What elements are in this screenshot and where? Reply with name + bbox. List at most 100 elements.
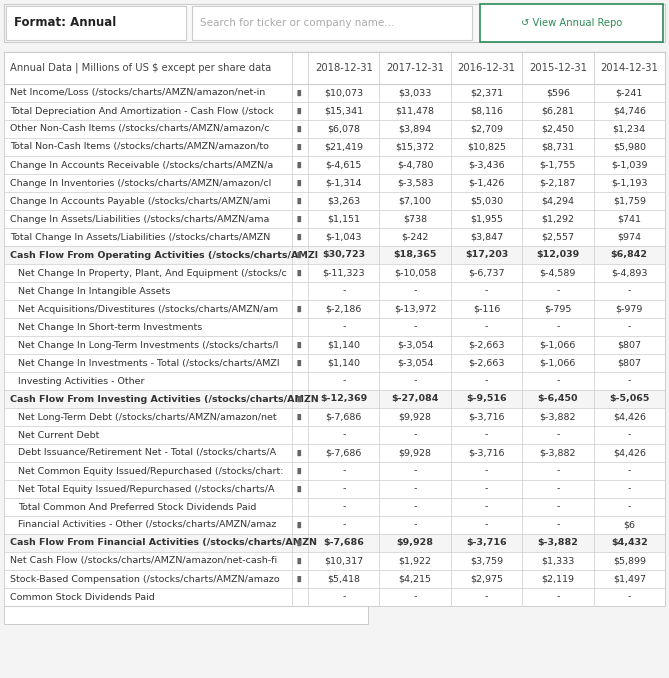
Text: $738: $738 [403, 214, 427, 224]
Text: Total Change In Assets/Liabilities (/stocks/charts/AMZN: Total Change In Assets/Liabilities (/sto… [10, 233, 270, 241]
Text: $6: $6 [624, 521, 636, 530]
Text: ▐▌: ▐▌ [295, 396, 304, 402]
Text: ▐▌: ▐▌ [295, 108, 304, 114]
Text: -: - [342, 431, 345, 439]
Text: $4,426: $4,426 [613, 412, 646, 422]
Text: $1,759: $1,759 [613, 197, 646, 205]
Text: $2,709: $2,709 [470, 125, 503, 134]
Text: -: - [485, 323, 488, 332]
Bar [4, 174, 665, 192]
Text: $18,365: $18,365 [393, 250, 437, 260]
Text: -: - [485, 376, 488, 386]
Bar [4, 570, 665, 588]
Text: $1,955: $1,955 [470, 214, 503, 224]
Text: $-3,716: $-3,716 [468, 412, 505, 422]
Text: Financial Activities - Other (/stocks/charts/AMZN/amaz: Financial Activities - Other (/stocks/ch… [18, 521, 276, 530]
Text: Cash Flow From Operating Activities (/stocks/charts/AMZI: Cash Flow From Operating Activities (/st… [10, 250, 318, 260]
Bar [4, 606, 367, 624]
Bar [480, 4, 663, 42]
Text: $4,746: $4,746 [613, 106, 646, 115]
Text: Common Stock Dividends Paid: Common Stock Dividends Paid [10, 593, 155, 601]
Text: $8,731: $8,731 [541, 142, 575, 151]
Text: $5,030: $5,030 [470, 197, 503, 205]
Text: ▐▌: ▐▌ [295, 360, 304, 366]
Text: -: - [556, 466, 559, 475]
Bar [4, 480, 665, 498]
Text: -: - [556, 521, 559, 530]
Text: ▐▌: ▐▌ [295, 414, 304, 420]
Text: -: - [342, 521, 345, 530]
Text: Net Change In Property, Plant, And Equipment (/stocks/c: Net Change In Property, Plant, And Equip… [18, 268, 287, 277]
Text: ▐▌: ▐▌ [295, 198, 304, 204]
Text: Total Depreciation And Amortization - Cash Flow (/stock: Total Depreciation And Amortization - Ca… [10, 106, 274, 115]
Text: -: - [556, 502, 559, 511]
Text: $741: $741 [617, 214, 642, 224]
Bar [4, 336, 665, 354]
Text: $3,263: $3,263 [327, 197, 361, 205]
Text: Search for ticker or company name...: Search for ticker or company name... [200, 18, 394, 28]
Text: $1,333: $1,333 [541, 557, 575, 565]
Text: -: - [485, 485, 488, 494]
Text: $2,557: $2,557 [541, 233, 575, 241]
Text: ▐▌: ▐▌ [295, 126, 304, 132]
Text: $1,151: $1,151 [327, 214, 360, 224]
Text: Cash Flow From Investing Activities (/stocks/charts/AMZN: Cash Flow From Investing Activities (/st… [10, 395, 318, 403]
Text: $7,100: $7,100 [399, 197, 432, 205]
Text: ▐▌: ▐▌ [295, 144, 304, 150]
Text: ▐▌: ▐▌ [295, 468, 304, 474]
Text: Net Common Equity Issued/Repurchased (/stocks/chart:: Net Common Equity Issued/Repurchased (/s… [18, 466, 284, 475]
Bar [4, 192, 665, 210]
Text: $-1,066: $-1,066 [540, 359, 576, 367]
Bar [4, 498, 665, 516]
Text: -: - [342, 466, 345, 475]
Text: $5,899: $5,899 [613, 557, 646, 565]
Text: Total Non-Cash Items (/stocks/charts/AMZN/amazon/to: Total Non-Cash Items (/stocks/charts/AMZ… [10, 142, 269, 151]
Text: $-6,450: $-6,450 [538, 395, 578, 403]
Text: -: - [342, 376, 345, 386]
Text: $5,980: $5,980 [613, 142, 646, 151]
Text: -: - [556, 431, 559, 439]
Text: $5,418: $5,418 [327, 574, 360, 584]
Text: $1,292: $1,292 [541, 214, 575, 224]
Text: $-10,058: $-10,058 [394, 268, 436, 277]
Text: ↺ View Annual Repo: ↺ View Annual Repo [521, 18, 622, 28]
Text: $-1,066: $-1,066 [540, 340, 576, 349]
Bar [4, 516, 665, 534]
Text: $-3,054: $-3,054 [397, 359, 434, 367]
Text: Net Change In Short-term Investments: Net Change In Short-term Investments [18, 323, 202, 332]
Text: -: - [485, 287, 488, 296]
Text: $-4,589: $-4,589 [540, 268, 576, 277]
Text: $-3,882: $-3,882 [540, 449, 576, 458]
Text: $17,203: $17,203 [465, 250, 508, 260]
Text: $10,317: $10,317 [324, 557, 363, 565]
Text: $807: $807 [617, 359, 642, 367]
Text: 2018-12-31: 2018-12-31 [315, 63, 373, 73]
Text: 2014-12-31: 2014-12-31 [600, 63, 658, 73]
Text: -: - [485, 502, 488, 511]
Text: Investing Activities - Other: Investing Activities - Other [18, 376, 145, 386]
Text: $6,281: $6,281 [541, 106, 575, 115]
Bar [4, 318, 665, 336]
Text: $807: $807 [617, 340, 642, 349]
Text: -: - [485, 466, 488, 475]
Text: 2015-12-31: 2015-12-31 [529, 63, 587, 73]
Text: ▐▌: ▐▌ [295, 234, 304, 240]
Text: $2,119: $2,119 [541, 574, 575, 584]
Text: $6,078: $6,078 [327, 125, 360, 134]
Text: $12,039: $12,039 [537, 250, 579, 260]
Text: Net Change In Intangible Assets: Net Change In Intangible Assets [18, 287, 171, 296]
Bar [4, 282, 665, 300]
Text: -: - [413, 376, 417, 386]
Text: Change In Accounts Receivable (/stocks/charts/AMZN/a: Change In Accounts Receivable (/stocks/c… [10, 161, 273, 170]
Text: $1,922: $1,922 [399, 557, 432, 565]
Bar [4, 588, 665, 606]
Text: $-4,893: $-4,893 [611, 268, 648, 277]
Text: -: - [628, 466, 631, 475]
Text: $-3,882: $-3,882 [540, 412, 576, 422]
Text: Net Change In Investments - Total (/stocks/charts/AMZI: Net Change In Investments - Total (/stoc… [18, 359, 280, 367]
Text: Net Change In Long-Term Investments (/stocks/charts/l: Net Change In Long-Term Investments (/st… [18, 340, 278, 349]
Text: -: - [413, 431, 417, 439]
Text: $-7,686: $-7,686 [326, 449, 362, 458]
Text: $2,371: $2,371 [470, 89, 503, 98]
Text: ▐▌: ▐▌ [295, 486, 304, 492]
